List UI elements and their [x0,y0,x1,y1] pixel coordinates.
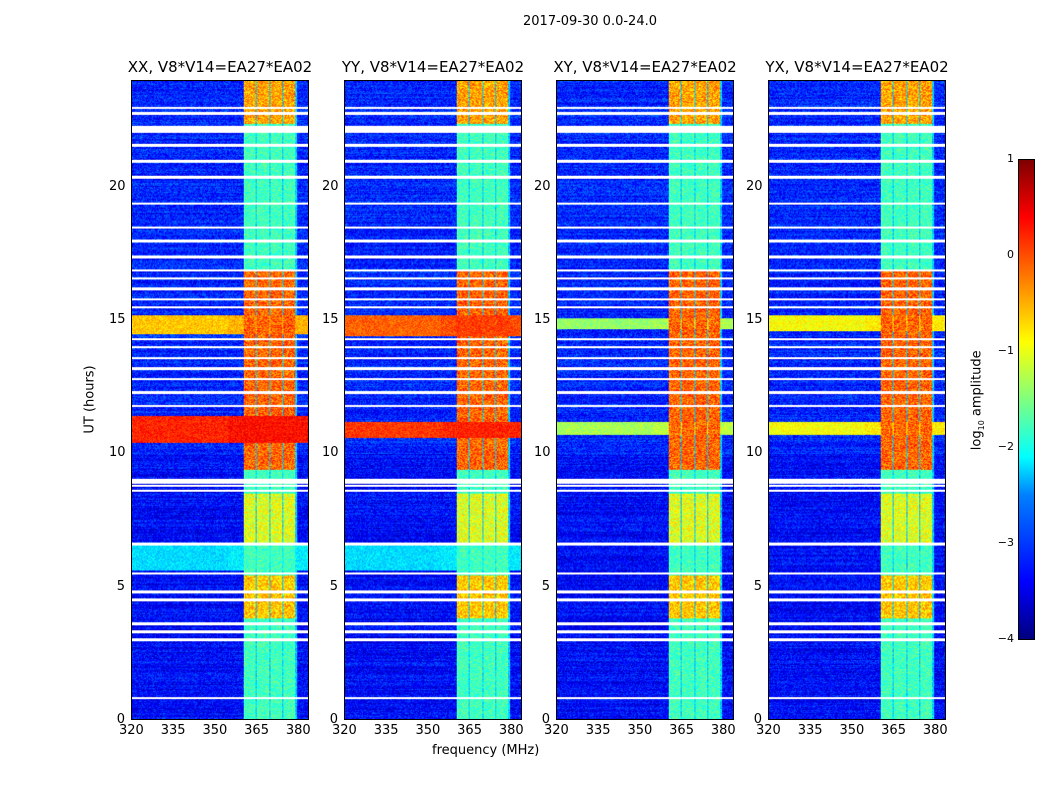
y-tick-label: 0 [116,712,125,727]
panel-3: XY, V8*V14=EA27*EA02 [553,58,737,720]
y-tick-label: 20 [322,178,339,194]
waterfall-heatmap [556,80,734,720]
x-tick-label: 365 [457,723,482,738]
colorbar-tick-label: −1 [997,344,1014,357]
y-tick-label: 15 [746,312,763,327]
x-tick-label: 350 [415,723,441,738]
x-tick-label: 320 [119,723,144,738]
panel-title: XX, V8*V14=EA27*EA02 [127,58,313,76]
y-tick-label: 20 [746,178,763,194]
y-tick-label: 15 [534,312,551,327]
colorbar-tick-label: 0 [1007,248,1014,261]
y-tick-label: 10 [746,445,763,461]
y-tick-label: 0 [329,712,338,727]
x-tick-label: 335 [797,723,823,738]
y-axis-label: UT (hours) [82,365,98,434]
x-tick-label: 380 [498,723,524,738]
y-tick-label: 15 [322,312,339,327]
x-tick-label: 350 [202,723,228,738]
panel-title: YY, V8*V14=EA27*EA02 [341,58,525,76]
x-tick-label: 350 [839,723,865,738]
x-tick-label: 365 [669,723,694,738]
y-tick-label: 10 [322,445,339,461]
y-tick-label: 5 [753,578,762,594]
x-tick-label: 335 [585,723,611,738]
waterfall-heatmap [768,80,946,720]
x-tick-label: 320 [332,723,357,738]
panel-1: XX, V8*V14=EA27*EA02 [128,58,312,720]
x-tick-label: 335 [373,723,399,738]
waterfall-heatmap [344,80,522,720]
waterfall-heatmap [131,80,309,720]
colorbar [1018,159,1035,640]
x-tick-label: 335 [160,723,186,738]
y-tick-label: 0 [541,712,550,727]
y-tick-label: 10 [109,445,126,461]
y-tick-label: 5 [116,578,125,594]
colorbar-tick-label: 1 [1007,152,1014,165]
x-tick-label: 380 [285,723,311,738]
y-tick-label: 10 [534,445,551,461]
x-axis-label: frequency (MHz) [432,743,540,758]
x-tick-label: 320 [756,723,781,738]
x-tick-label: 380 [710,723,736,738]
colorbar-tick-label: −3 [997,536,1014,549]
x-tick-label: 320 [544,723,569,738]
colorbar-label: log10 amplitude [969,350,987,451]
x-tick-label: 380 [922,723,948,738]
y-tick-label: 5 [541,578,550,594]
figure-title: 2017-09-30 0.0-24.0 [523,14,657,29]
y-tick-label: 5 [329,578,338,594]
colorbar-tick-label: −4 [997,632,1014,645]
x-tick-label: 365 [244,723,269,738]
y-tick-label: 15 [109,312,126,327]
panel-4: YX, V8*V14=EA27*EA02 [765,58,949,720]
x-tick-label: 365 [881,723,906,738]
y-tick-label: 20 [109,178,126,194]
panel-2: YY, V8*V14=EA27*EA02 [342,58,524,720]
y-tick-label: 0 [753,712,762,727]
y-tick-label: 20 [534,178,551,194]
colorbar-tick-label: −2 [997,440,1014,453]
panel-title: XY, V8*V14=EA27*EA02 [553,58,737,76]
x-tick-label: 350 [627,723,653,738]
panel-title: YX, V8*V14=EA27*EA02 [765,58,949,76]
